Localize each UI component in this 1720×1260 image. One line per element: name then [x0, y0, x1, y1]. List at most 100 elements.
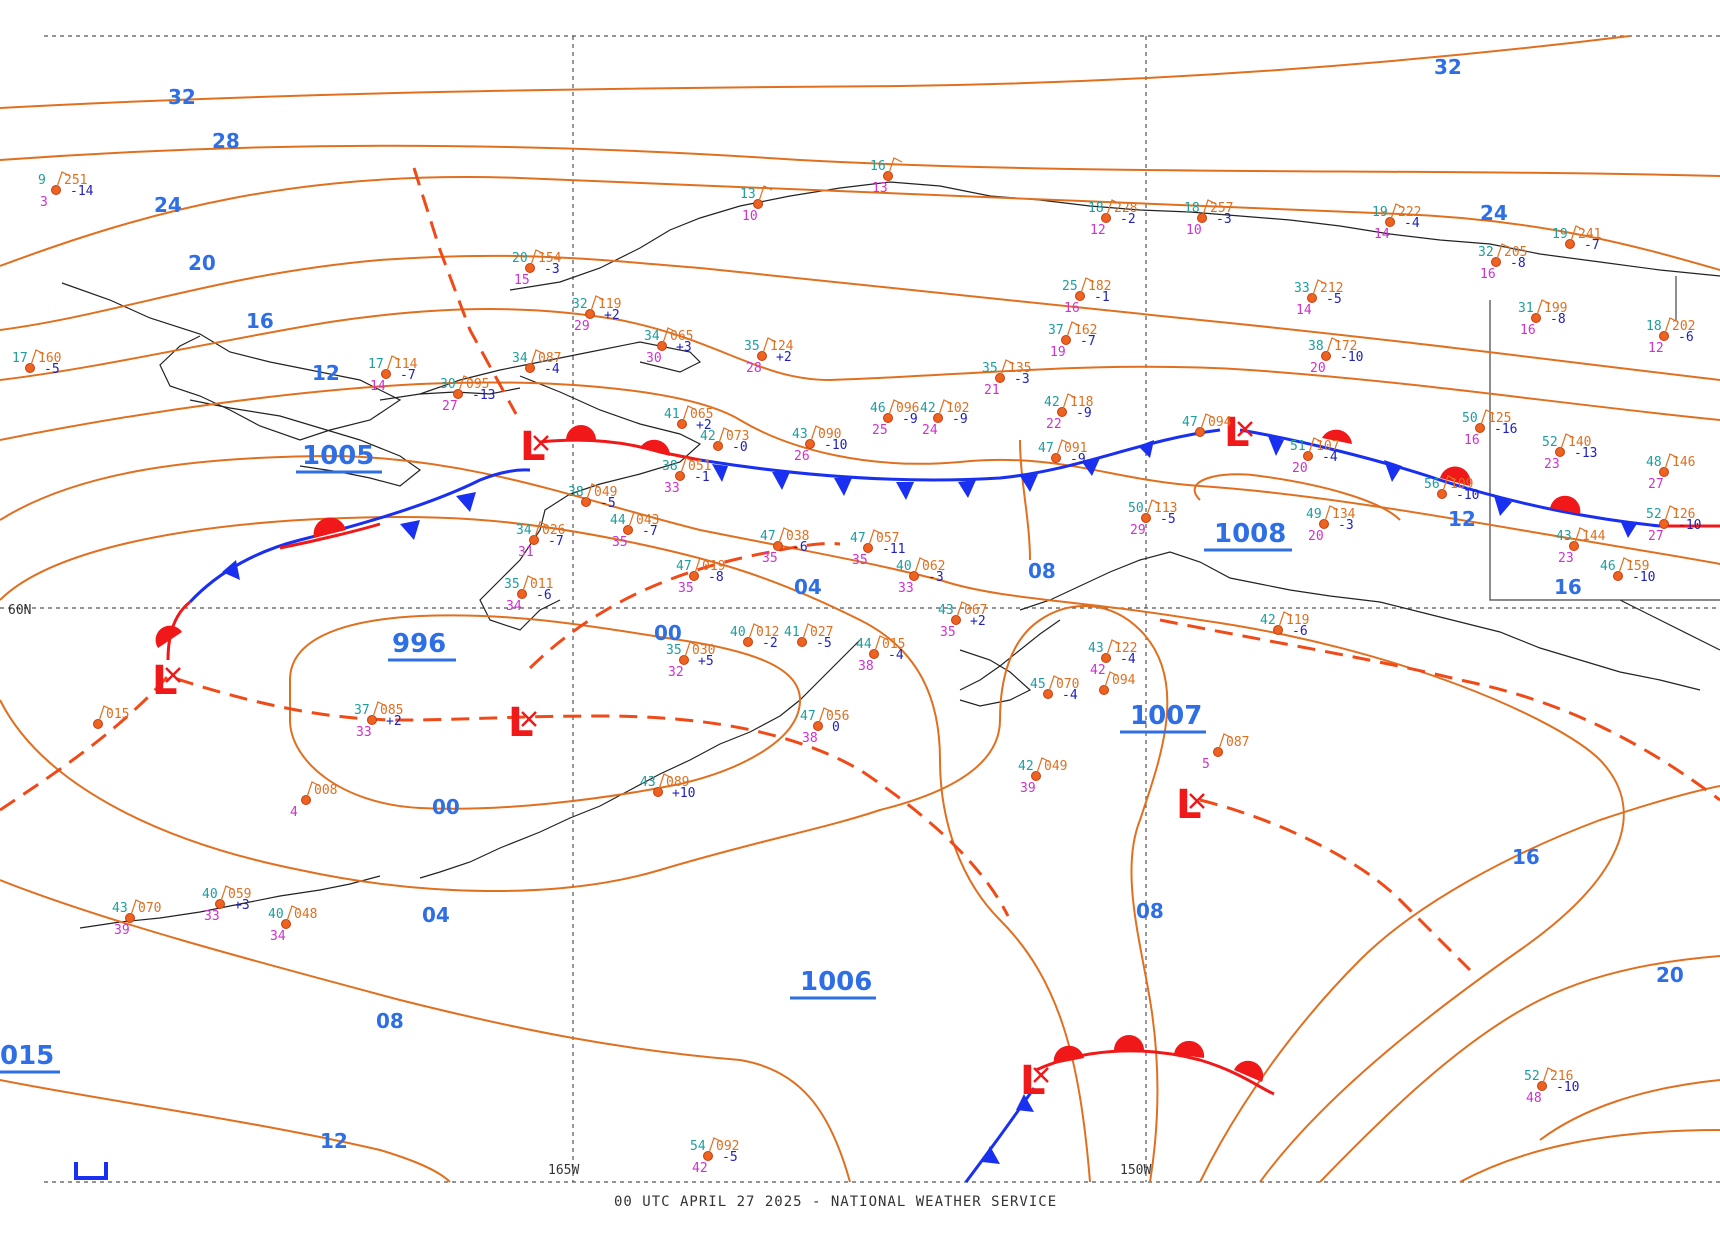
station-temp: 47	[800, 709, 816, 724]
low-symbol: L	[1224, 410, 1253, 456]
station-dewpoint: 10	[742, 209, 758, 224]
station-temp: 38	[1308, 339, 1324, 354]
station-plot: 44 015 38 -4	[856, 635, 905, 674]
station-temp: 38	[568, 485, 584, 500]
station-plot: 40 059 33 +3	[202, 885, 251, 924]
lon-label-150w: 150W	[1120, 1163, 1151, 1178]
station-temp: 20	[512, 251, 528, 266]
station-pressure: 062	[922, 559, 945, 574]
station-plot: 094	[1099, 671, 1136, 695]
station-temp: 41	[784, 625, 800, 640]
station-temp: 19	[1552, 227, 1568, 242]
station-plot: 34 087-4	[512, 349, 561, 377]
station-plot: 18 202 12 -6	[1646, 317, 1695, 356]
station-plot: 42 118 22 -9	[1044, 393, 1093, 432]
station-tendency: +2	[970, 614, 986, 629]
station-tendency: -6	[1678, 330, 1694, 345]
wind-barb	[1217, 733, 1233, 753]
station-dewpoint: 28	[746, 361, 762, 376]
station-tendency: -4	[1062, 688, 1078, 703]
wind-barb	[777, 527, 793, 547]
station-tendency: +3	[676, 340, 692, 355]
occluded-front-east	[1239, 428, 1661, 528]
station-dewpoint: 29	[1130, 523, 1146, 538]
central-pressure: 1005	[302, 441, 374, 471]
station-tendency: -9	[952, 412, 968, 427]
station-temp: 33	[1294, 281, 1310, 296]
station-pressure: 015	[882, 637, 905, 652]
station-plot: 38 049-5	[568, 483, 617, 511]
station-temp: 31	[1518, 301, 1534, 316]
low-symbol: L	[520, 424, 549, 470]
wind-barb	[55, 171, 71, 191]
station-pressure: 199	[1544, 301, 1567, 316]
station-plot: 19 222 14 -4	[1372, 203, 1421, 242]
cold-front-west	[188, 468, 531, 604]
isobar-label: 16	[246, 309, 274, 333]
station-plot: 52 216 48 -10	[1524, 1067, 1579, 1106]
station-temp: 42	[920, 401, 936, 416]
central-pressure: 1006	[800, 967, 872, 997]
wind-barb	[679, 457, 695, 477]
station-dewpoint: 42	[1090, 663, 1106, 678]
station-pressure: 027	[810, 625, 833, 640]
wind-barb	[285, 905, 301, 925]
station-temp: 34	[644, 329, 660, 344]
isobar-label: 12	[320, 1129, 348, 1153]
station-tendency: +5	[698, 654, 714, 669]
station-dewpoint: 35	[852, 553, 868, 568]
isobar-label: 00	[432, 795, 460, 819]
isobar-label: 24	[1480, 201, 1508, 225]
isobar-label: 04	[794, 575, 822, 599]
station-dewpoint: 4	[290, 805, 298, 820]
wind-barb	[1569, 225, 1585, 245]
isobar-label: 16	[1512, 845, 1540, 869]
station-tendency: -7	[400, 368, 416, 383]
isobar-label: 04	[422, 903, 450, 927]
station-dewpoint: 23	[1544, 457, 1560, 472]
station-temp: 51	[1290, 439, 1306, 454]
station-plot: 38 051 33 -1	[662, 457, 711, 496]
station-temp: 25	[1062, 279, 1078, 294]
lon-label-165w: 165W	[548, 1163, 579, 1178]
station-temp: 44	[856, 637, 872, 652]
station-temp: 47	[1038, 441, 1054, 456]
station-temp: 32	[572, 297, 588, 312]
station-plot: 43 122 42 -4	[1088, 639, 1137, 678]
station-dewpoint: 48	[1526, 1091, 1542, 1106]
station-temp: 52	[1646, 507, 1662, 522]
station-dewpoint: 34	[506, 599, 522, 614]
station-temp: 40	[202, 887, 218, 902]
station-temp: 47	[676, 559, 692, 574]
troughs	[0, 167, 1720, 972]
wind-barb	[129, 899, 145, 919]
isobar-label: 12	[1448, 507, 1476, 531]
station-plot: 43 144 23	[1556, 527, 1606, 566]
station-temp: 34	[512, 351, 528, 366]
station-plot: 42 102 24 -9	[920, 399, 969, 438]
trough-bering	[0, 674, 1010, 917]
station-temp: 42	[1018, 759, 1034, 774]
station-temp: 56	[1424, 477, 1440, 492]
station-plot: 34 026 31 -7	[516, 521, 565, 560]
wind-barb	[385, 355, 401, 375]
station-dewpoint: 16	[1064, 301, 1080, 316]
central-pressure: 015	[0, 1041, 54, 1071]
station-tendency: -3	[1216, 212, 1232, 227]
station-dewpoint: 29	[574, 319, 590, 334]
wind-barb	[97, 705, 113, 725]
station-tendency: -5	[1326, 292, 1342, 307]
wind-barb	[683, 641, 699, 661]
station-temp: 42	[1260, 613, 1276, 628]
wind-barb	[817, 707, 833, 727]
station-tendency: -14	[70, 184, 94, 199]
isobar-label: 12	[312, 361, 340, 385]
station-tendency: -5	[600, 496, 616, 511]
station-temp: 32	[1478, 245, 1494, 260]
station-plot: 18 228 12 -2	[1088, 199, 1137, 238]
station-tendency: -10	[1678, 518, 1701, 533]
station-tendency: -3	[1014, 372, 1030, 387]
station-plot: 47 038 35 -6	[760, 527, 809, 566]
station-dewpoint: 42	[692, 1161, 708, 1176]
